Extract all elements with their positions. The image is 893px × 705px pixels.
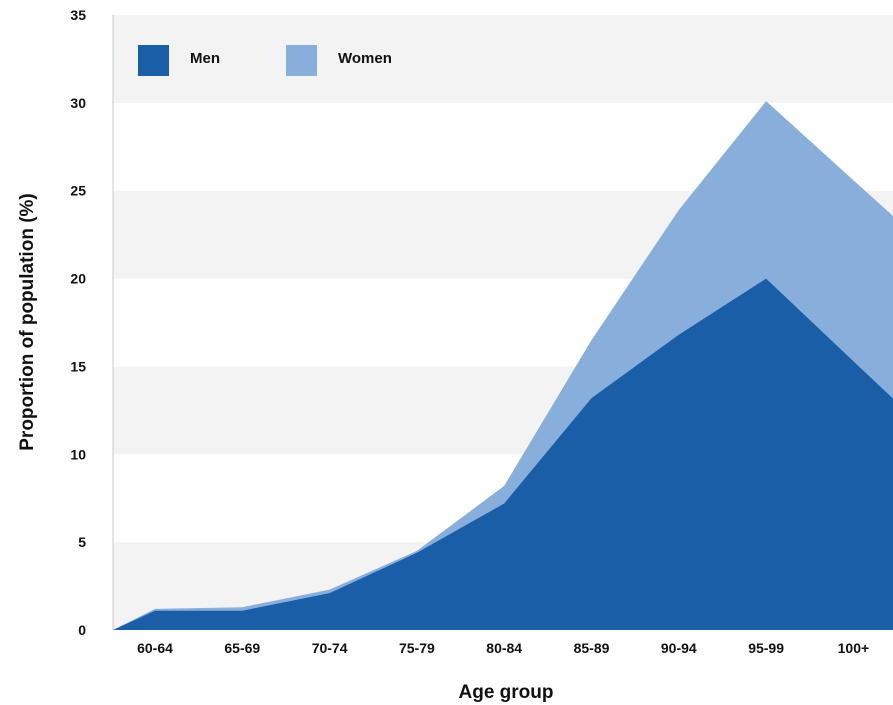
y-tick-label: 5 xyxy=(78,534,86,550)
y-tick-label: 35 xyxy=(70,7,86,23)
y-tick-label: 0 xyxy=(78,622,86,638)
grid-band xyxy=(113,15,893,103)
x-tick-label: 90-94 xyxy=(661,640,697,656)
legend-swatch-women xyxy=(286,45,317,76)
x-tick-label: 85-89 xyxy=(574,640,610,656)
legend-swatch-men xyxy=(138,45,169,76)
x-tick-label: 65-69 xyxy=(224,640,260,656)
x-tick-label: 70-74 xyxy=(312,640,348,656)
y-axis-title: Proportion of population (%) xyxy=(17,193,38,451)
y-tick-label: 15 xyxy=(70,358,86,374)
y-tick-label: 20 xyxy=(70,271,86,287)
x-axis-title: Age group xyxy=(459,682,554,703)
x-tick-labels: 60-64 65-69 70-74 75-79 80-84 85-89 90-94 95-99… xyxy=(137,640,869,656)
x-tick-label: 80-84 xyxy=(486,640,522,656)
x-tick-label: 75-79 xyxy=(399,640,435,656)
x-tick-label: 100+ xyxy=(838,640,870,656)
legend-label-men: Men xyxy=(190,50,220,67)
y-tick-label: 10 xyxy=(70,446,86,462)
x-tick-label: 60-64 xyxy=(137,640,173,656)
y-tick-labels: 0 5 10 15 20 25 30 35 xyxy=(70,7,86,638)
legend-label-women: Women xyxy=(338,50,392,67)
x-tick-label: 95-99 xyxy=(748,640,784,656)
y-tick-label: 30 xyxy=(70,95,86,111)
y-tick-label: 25 xyxy=(70,183,86,199)
